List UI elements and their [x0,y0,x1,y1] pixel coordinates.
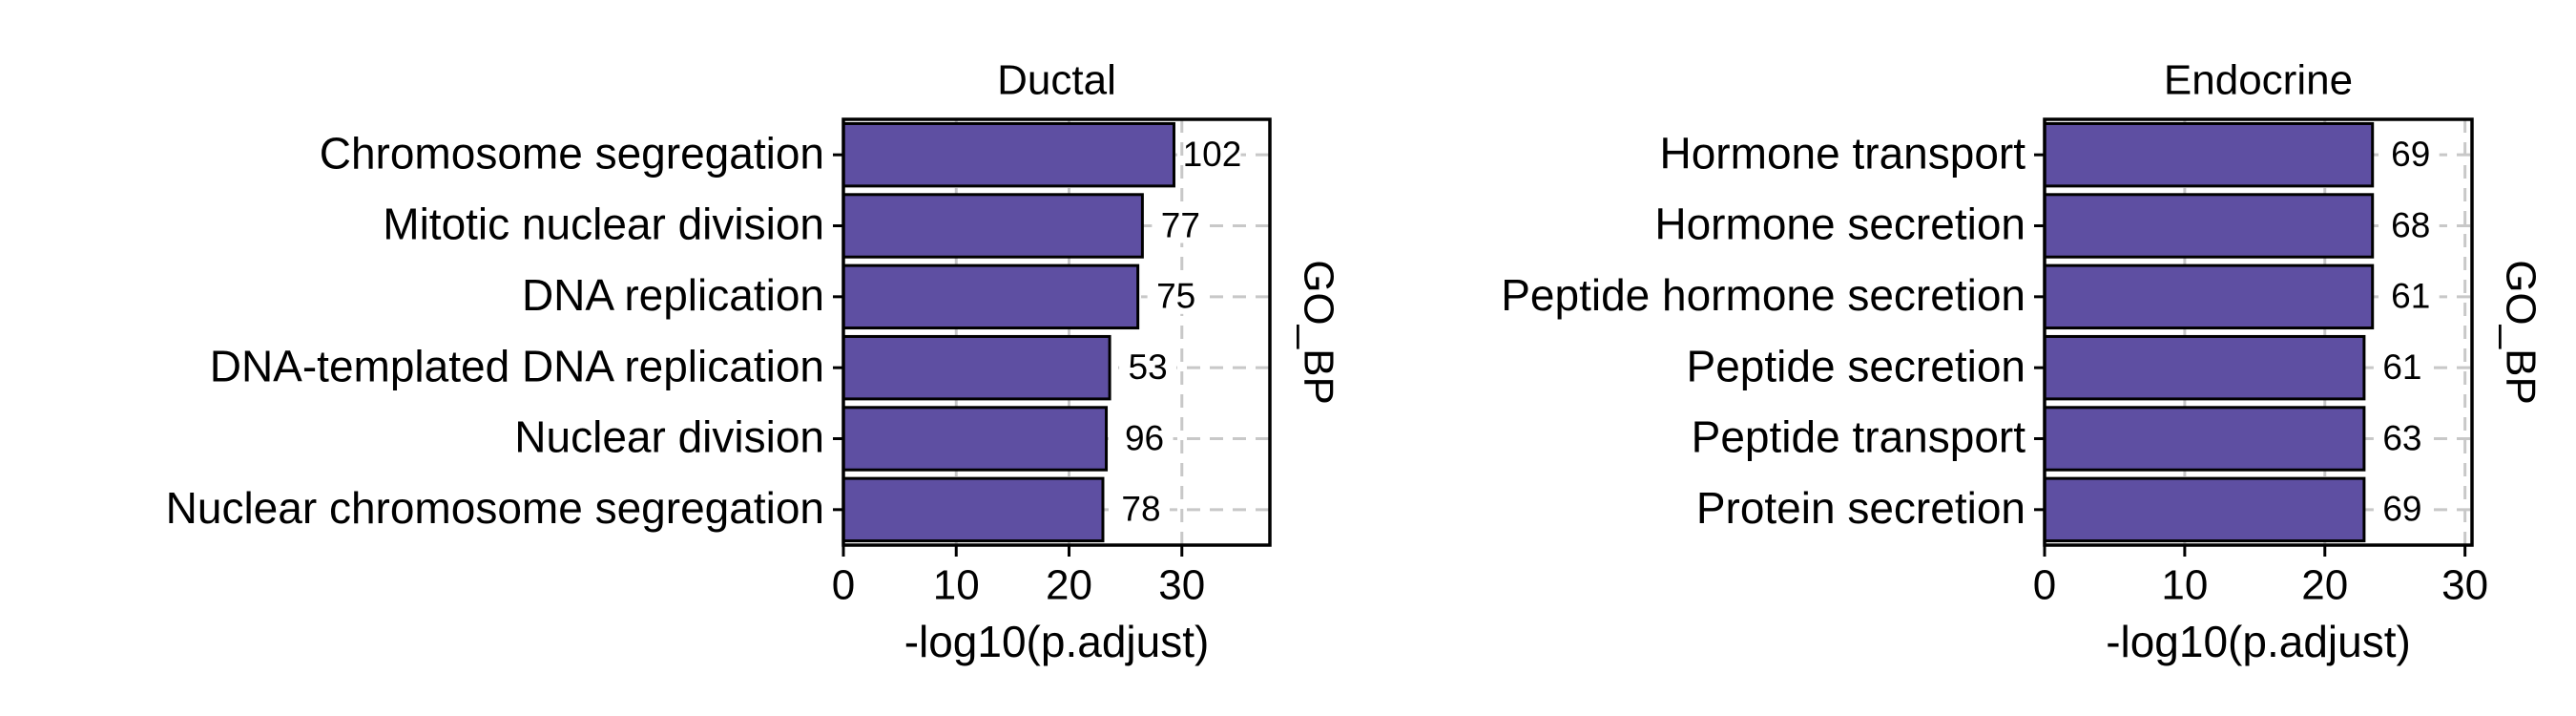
count-label-bg [1119,350,1177,386]
bar [2043,406,2366,472]
count-label: 69 [2382,490,2421,529]
count-label-bg [1115,421,1174,456]
facet-label: GO_BP [2497,260,2544,405]
bar [841,263,1140,330]
count-label-bg [1183,137,1241,173]
count-label: 63 [2382,418,2421,457]
count-label: 96 [1125,418,1164,457]
bar [2043,334,2366,401]
count-label-bg [2381,137,2440,173]
y-tick-label: Hormone transport [1660,128,2026,178]
count-label-bg [2381,279,2440,314]
y-tick-label: Mitotic nuclear division [383,200,824,249]
count-label: 53 [1129,347,1168,387]
count-label: 77 [1161,205,1200,244]
x-axis-label: -log10(p.adjust) [2106,617,2411,666]
x-tick-label: 20 [1046,562,1092,609]
count-label: 78 [1121,490,1160,529]
x-axis-label: -log10(p.adjust) [904,617,1210,666]
panel-title: Endocrine [2164,57,2353,104]
y-tick-label: DNA-templated DNA replication [210,341,824,390]
panel-border [841,117,1272,547]
count-label: 61 [2382,347,2421,387]
x-tick-label: 30 [1158,562,1205,609]
y-tick-label: Nuclear division [514,412,824,462]
bar [2043,121,2375,188]
count-label: 102 [1183,135,1242,174]
panel-title: Ductal [997,57,1116,104]
y-tick-label: Protein secretion [1696,483,2025,533]
bar [2043,193,2375,259]
count-label: 69 [2391,135,2430,174]
x-tick-label: 0 [2033,562,2056,609]
count-label-bg [2373,492,2431,527]
bar [841,334,1111,401]
count-label-bg [1152,208,1210,243]
y-tick-label: DNA replication [522,270,824,320]
y-tick-label: Peptide secretion [1687,341,2025,390]
y-tick-label: Peptide hormone secretion [1501,270,2025,320]
y-tick-label: Nuclear chromosome segregation [166,483,824,533]
y-tick-label: Hormone secretion [1654,200,2025,249]
x-tick-label: 10 [933,562,980,609]
x-tick-label: 30 [2441,562,2488,609]
x-tick-label: 20 [2301,562,2348,609]
count-label: 68 [2391,205,2430,244]
y-tick-label: Chromosome segregation [320,128,824,178]
y-tick-label: Peptide transport [1692,412,2026,462]
count-label: 61 [2391,277,2430,316]
count-label-bg [2373,350,2431,386]
count-label-bg [2381,208,2440,243]
facet-label: GO_BP [1295,260,1341,405]
panel-border [2043,117,2474,547]
bar [841,406,1109,472]
bar [2043,263,2375,330]
bar [841,476,1105,543]
count-label: 75 [1156,277,1195,316]
count-label-bg [1147,279,1205,314]
x-tick-label: 0 [832,562,855,609]
count-label-bg [1111,492,1170,527]
count-label-bg [2373,421,2431,456]
bar [2043,476,2366,543]
x-tick-label: 10 [2161,562,2208,609]
bar [841,121,1175,188]
bar [841,193,1144,259]
